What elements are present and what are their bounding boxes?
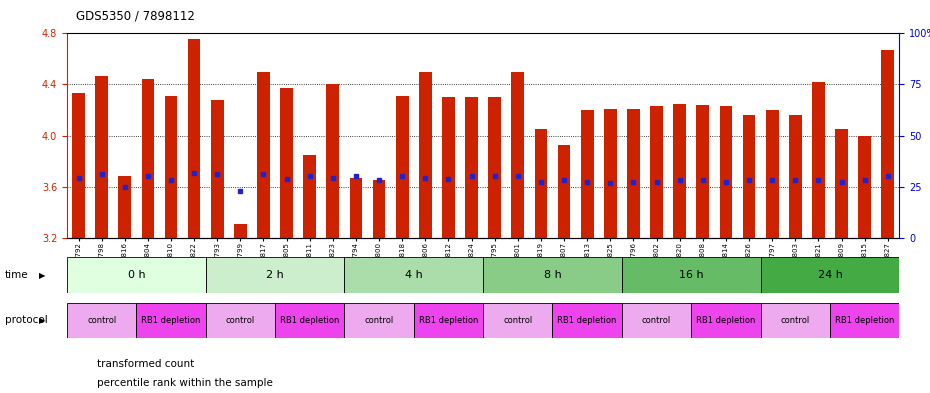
Bar (743, 115, 755, 238)
Bar (581, 110, 593, 238)
Text: 2 h: 2 h (266, 270, 284, 280)
Bar (761, 257, 899, 293)
Text: 8 h: 8 h (544, 270, 562, 280)
Bar (552, 303, 622, 338)
Text: RB1 depletion: RB1 depletion (418, 316, 478, 325)
Text: control: control (642, 316, 671, 325)
Text: 16 h: 16 h (679, 270, 703, 280)
Bar (697, 105, 710, 238)
Bar (812, 82, 825, 238)
Bar (275, 303, 344, 338)
Bar (211, 100, 223, 238)
Text: control: control (503, 316, 533, 325)
Text: control: control (365, 316, 393, 325)
Bar (344, 303, 414, 338)
Bar (188, 39, 201, 238)
Bar (483, 303, 552, 338)
Bar (414, 303, 484, 338)
Bar (488, 97, 501, 238)
Bar (257, 72, 270, 238)
Text: 24 h: 24 h (817, 270, 843, 280)
Bar (396, 96, 408, 238)
Bar (326, 84, 339, 238)
Text: RB1 depletion: RB1 depletion (557, 316, 617, 325)
Bar (67, 303, 137, 338)
Bar (622, 303, 691, 338)
Text: control: control (87, 316, 116, 325)
Bar (303, 155, 316, 238)
Text: RB1 depletion: RB1 depletion (697, 316, 755, 325)
Bar (73, 94, 85, 238)
Bar (206, 257, 344, 293)
Bar (858, 136, 871, 238)
Bar (206, 303, 275, 338)
Text: ▶: ▶ (39, 271, 46, 279)
Text: percentile rank within the sample: percentile rank within the sample (97, 378, 272, 387)
Bar (720, 106, 732, 238)
Bar (604, 109, 617, 238)
Bar (835, 129, 848, 238)
Bar (344, 257, 483, 293)
Text: time: time (5, 270, 28, 280)
Bar (67, 257, 206, 293)
Bar (373, 180, 385, 238)
Bar (234, 224, 246, 238)
Bar (165, 96, 178, 238)
Text: RB1 depletion: RB1 depletion (280, 316, 339, 325)
Bar (882, 50, 894, 238)
Bar (118, 176, 131, 238)
Bar (622, 257, 761, 293)
Bar (765, 110, 778, 238)
Bar (558, 145, 570, 238)
Bar (650, 106, 663, 238)
Bar (350, 178, 363, 238)
Text: protocol: protocol (5, 315, 47, 325)
Text: transformed count: transformed count (97, 359, 194, 369)
Bar (673, 104, 686, 238)
Text: RB1 depletion: RB1 depletion (835, 316, 895, 325)
Bar (141, 79, 154, 238)
Text: 0 h: 0 h (127, 270, 145, 280)
Bar (691, 303, 761, 338)
Bar (535, 129, 547, 238)
Text: GDS5350 / 7898112: GDS5350 / 7898112 (76, 10, 195, 23)
Bar (761, 303, 830, 338)
Bar (280, 88, 293, 238)
Bar (419, 72, 432, 238)
Bar (137, 303, 206, 338)
Text: 4 h: 4 h (405, 270, 422, 280)
Bar (830, 303, 899, 338)
Bar (789, 115, 802, 238)
Bar (95, 75, 108, 238)
Text: control: control (226, 316, 255, 325)
Bar (442, 97, 455, 238)
Text: RB1 depletion: RB1 depletion (141, 316, 201, 325)
Bar (465, 97, 478, 238)
Bar (627, 109, 640, 238)
Bar (512, 72, 525, 238)
Bar (483, 257, 622, 293)
Text: control: control (780, 316, 810, 325)
Text: ▶: ▶ (39, 316, 46, 325)
